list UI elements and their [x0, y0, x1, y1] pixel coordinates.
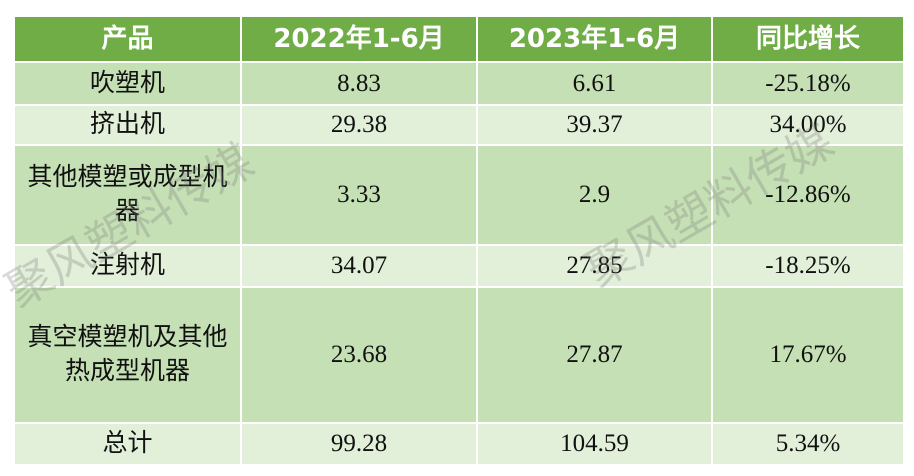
cell: -25.18%: [711, 61, 905, 106]
table-row: 真空模塑机及其他热成型机器 23.68 27.87 17.67%: [13, 286, 905, 424]
table-row: 其他模塑或成型机器 3.33 2.9 -12.86%: [13, 144, 905, 246]
cell: -12.86%: [711, 144, 905, 246]
header-cell: 2022年1-6月: [240, 15, 478, 63]
cell: 6.61: [476, 61, 713, 106]
cell: -18.25%: [711, 244, 905, 288]
cell: 27.85: [476, 244, 713, 288]
row-label: 吹塑机: [13, 61, 242, 106]
row-label: 其他模塑或成型机器: [13, 144, 242, 246]
cell: 23.68: [240, 286, 478, 424]
table-row: 吹塑机 8.83 6.61 -25.18%: [13, 61, 905, 106]
cell: 39.37: [476, 104, 713, 146]
table-row: 总计 99.28 104.59 5.34%: [13, 422, 905, 466]
cell: 2.9: [476, 144, 713, 246]
cell: 3.33: [240, 144, 478, 246]
data-table: 产品 2022年1-6月 2023年1-6月 同比增长 吹塑机 8.83 6.61 -25.…: [13, 15, 905, 466]
row-label: 总计: [13, 422, 242, 466]
header-cell: 同比增长: [711, 15, 905, 63]
cell: 27.87: [476, 286, 713, 424]
cell: 5.34%: [711, 422, 905, 466]
cell: 34.00%: [711, 104, 905, 146]
table-row: 挤出机 29.38 39.37 34.00%: [13, 104, 905, 146]
table-body: 吹塑机 8.83 6.61 -25.18% 挤出机 29.38 39.37 34.00% 其他模…: [13, 61, 905, 466]
row-label: 注射机: [13, 244, 242, 288]
cell: 29.38: [240, 104, 478, 146]
table-row: 注射机 34.07 27.85 -18.25%: [13, 244, 905, 288]
cell: 8.83: [240, 61, 478, 106]
cell: 34.07: [240, 244, 478, 288]
cell: 99.28: [240, 422, 478, 466]
header-row: 产品 2022年1-6月 2023年1-6月 同比增长: [13, 15, 905, 63]
header-cell: 2023年1-6月: [476, 15, 713, 63]
row-label: 真空模塑机及其他热成型机器: [13, 286, 242, 424]
cell: 104.59: [476, 422, 713, 466]
cell: 17.67%: [711, 286, 905, 424]
row-label: 挤出机: [13, 104, 242, 146]
header-cell: 产品: [13, 15, 242, 63]
